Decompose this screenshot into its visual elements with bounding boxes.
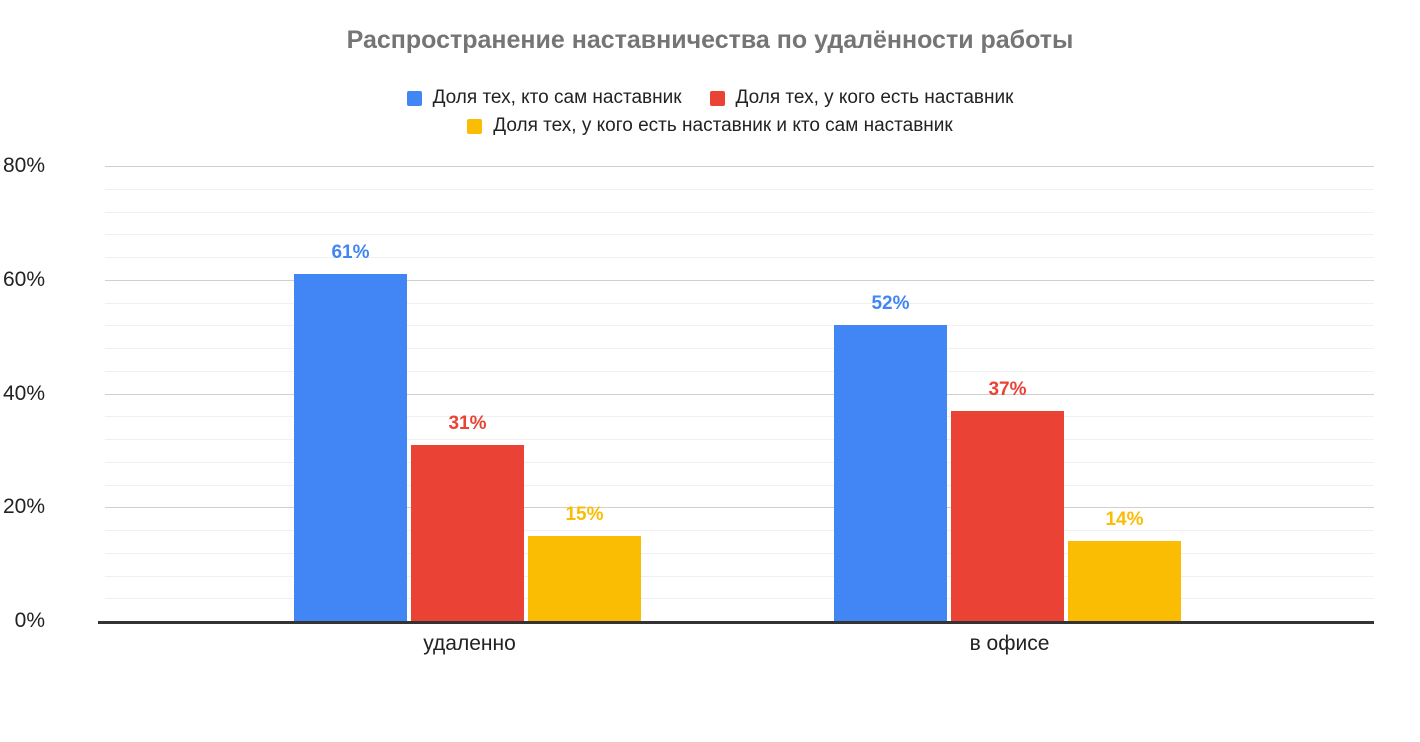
bar-value-label: 52% [871,293,910,315]
x-axis-line [98,621,1374,624]
legend-swatch-icon-2 [467,118,483,134]
gridline-minor [105,348,1374,349]
bar-value-label: 31% [448,412,487,434]
chart-title: Распространение наставничества по удалён… [346,26,1074,54]
legend-label-0: Доля тех, кто сам наставник [432,87,682,108]
bar[interactable] [1068,541,1181,621]
legend-label-2: Доля тех, у кого есть наставник и кто са… [493,115,953,136]
gridline-minor [105,552,1374,554]
gridline-minor [105,575,1374,577]
gridline-minor [105,461,1374,463]
gridline-minor [105,325,1374,327]
legend-item-0[interactable]: Доля тех, кто сам наставник [406,87,682,109]
legend-label-1: Доля тех, у кого есть наставник [735,87,1014,108]
plot-area: 0% 20% 40% 60% 80% 61% 31% 15% 52% 37% 14% [3,154,1374,632]
gridline-major [105,393,1374,395]
bar-value-label: 37% [988,378,1027,400]
legend-swatch-icon-0 [406,90,422,106]
gridline-minor [105,257,1374,258]
bar-value-label: 15% [565,503,604,525]
bar-value-label: 14% [1105,509,1144,531]
y-axis-tick-label: 20% [2,495,45,519]
gridline-major [105,279,1374,281]
gridline-minor [105,234,1374,236]
gridline-major [105,507,1374,509]
gridline-minor [105,302,1374,304]
x-axis-category-label: в офисе [969,632,1050,655]
y-axis-tick-label: 0% [14,609,45,632]
gridline-minor [105,598,1374,600]
bar[interactable] [411,444,524,621]
gridline-minor [105,416,1374,418]
y-axis-tick-label: 60% [2,267,45,291]
bar[interactable] [951,410,1064,621]
x-axis-category-label: удаленно [423,632,516,655]
gridline-minor [105,484,1374,486]
gridline-minor [105,370,1374,372]
bar[interactable] [294,274,407,621]
y-axis-tick-label: 40% [2,381,45,405]
gridline-minor [105,211,1374,213]
legend-item-2[interactable]: Доля тех, у кого есть наставник и кто са… [467,115,953,137]
bar[interactable] [834,325,947,621]
bar-value-label: 61% [331,242,370,264]
gridline-major [105,166,1374,167]
gridline-minor [105,530,1374,531]
gridline-minor [105,188,1374,190]
gridline-minor [105,439,1374,440]
legend-row-secondary: Доля тех, у кого есть наставник и кто са… [0,112,1420,140]
legend-item-1[interactable]: Доля тех, у кого есть наставник [709,87,1014,109]
legend-row-primary: Доля тех, кто сам наставник Доля тех, у … [0,84,1420,112]
y-axis-tick-label: 80% [2,154,45,177]
legend-swatch-icon-1 [709,90,725,106]
bar[interactable] [528,535,641,621]
chart-legend: Доля тех, кто сам наставник Доля тех, у … [0,84,1420,140]
